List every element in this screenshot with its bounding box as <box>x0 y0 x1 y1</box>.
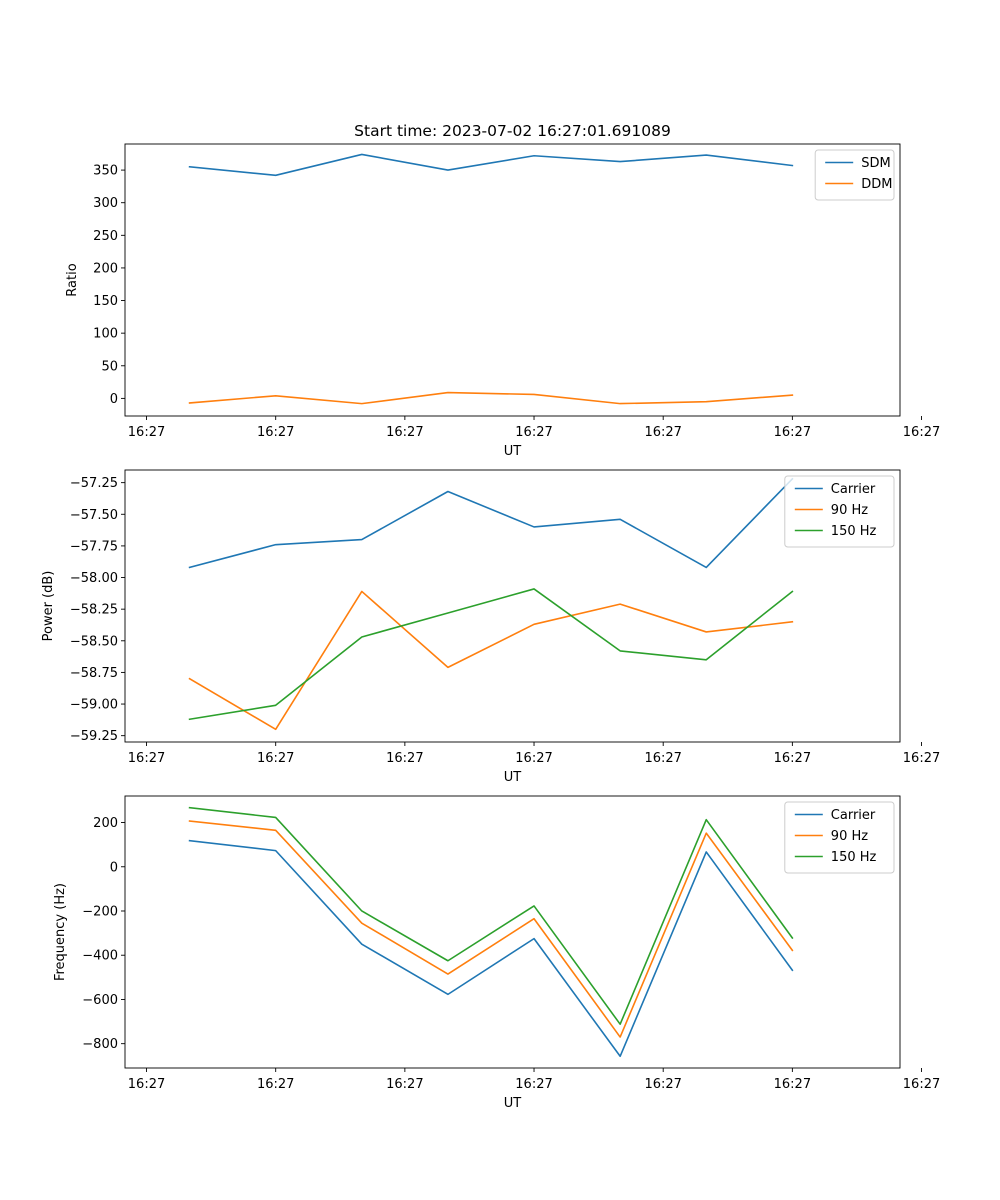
legend-label: Carrier <box>831 482 876 497</box>
y-tick-label: −200 <box>82 904 118 919</box>
legend-box <box>784 801 895 874</box>
axes-frame-frequency <box>124 795 901 1069</box>
y-tick-label: −58.50 <box>70 634 118 649</box>
x-tick-label: 16:27 <box>128 1077 165 1092</box>
x-tick-label: 16:27 <box>774 751 811 766</box>
x-axis-label: UT <box>504 1096 522 1111</box>
x-tick-label: 16:27 <box>774 1077 811 1092</box>
y-axis-label: Frequency (Hz) <box>53 883 68 981</box>
y-tick-label: −59.25 <box>70 729 118 744</box>
x-tick-label: 16:27 <box>128 425 165 440</box>
legend-box <box>784 475 895 548</box>
legend-label: 90 Hz <box>831 503 868 518</box>
y-tick-label: 150 <box>93 294 118 309</box>
y-tick-label: −600 <box>82 993 118 1008</box>
x-axis-label: UT <box>504 770 522 785</box>
legend-ratio: SDM DDM <box>814 149 895 201</box>
y-tick-label: 50 <box>101 359 118 374</box>
legend-power: Carrier 90 Hz 150 Hz <box>784 475 895 548</box>
y-tick-label: 350 <box>93 164 118 179</box>
x-tick-label: 16:27 <box>515 751 552 766</box>
y-tick-label: −57.25 <box>70 476 118 491</box>
series-line-frequency-1 <box>188 820 794 1038</box>
x-tick-label: 16:27 <box>903 425 940 440</box>
y-tick-label: −58.25 <box>70 603 118 618</box>
y-tick-label: −800 <box>82 1037 118 1052</box>
x-tick-label: 16:27 <box>644 751 681 766</box>
y-axis-label: Ratio <box>65 263 80 296</box>
y-tick-label: 100 <box>93 327 118 342</box>
x-tick-label: 16:27 <box>903 751 940 766</box>
x-tick-label: 16:27 <box>515 1077 552 1092</box>
y-tick-label: −59.00 <box>70 698 118 713</box>
y-tick-label: 300 <box>93 196 118 211</box>
series-line-ratio-0 <box>188 153 794 177</box>
series-line-power-2 <box>188 588 794 721</box>
y-tick-label: −57.75 <box>70 539 118 554</box>
chart-power: 16:27 16:27 16:27 16:27 16:27 16:27 16:27 −59.2… <box>41 469 940 785</box>
axes-frame-ratio <box>124 143 901 417</box>
legend-label: 150 Hz <box>831 524 877 539</box>
legend-frequency: Carrier 90 Hz 150 Hz <box>784 801 895 874</box>
x-tick-label: 16:27 <box>386 751 423 766</box>
x-tick-label: 16:27 <box>515 425 552 440</box>
chart-ratio: 16:27 16:27 16:27 16:27 16:27 16:27 16:27 0 50 10… <box>65 143 940 459</box>
x-tick-label: 16:27 <box>903 1077 940 1092</box>
y-tick-label: 200 <box>93 261 118 276</box>
x-tick-label: 16:27 <box>386 1077 423 1092</box>
x-tick-label: 16:27 <box>128 751 165 766</box>
legend-label: SDM <box>861 156 890 171</box>
axes-frame-power <box>124 469 901 743</box>
y-tick-label: −57.50 <box>70 508 118 523</box>
legend-label: 150 Hz <box>831 850 877 865</box>
legend-label: 90 Hz <box>831 829 868 844</box>
x-tick-label: 16:27 <box>257 425 294 440</box>
series-line-frequency-2 <box>188 806 794 1026</box>
chart-frequency: 16:27 16:27 16:27 16:27 16:27 16:27 16:27 −800 −… <box>53 795 940 1111</box>
legend-label: DDM <box>861 177 892 192</box>
x-tick-label: 16:27 <box>774 425 811 440</box>
x-tick-label: 16:27 <box>644 425 681 440</box>
x-tick-label: 16:27 <box>386 425 423 440</box>
chart-title: Start time: 2023-07-02 16:27:01.691089 <box>354 122 671 140</box>
y-tick-label: 0 <box>110 392 118 407</box>
legend-label: Carrier <box>831 808 876 823</box>
y-tick-label: −58.00 <box>70 571 118 586</box>
series-line-ratio-1 <box>188 391 794 405</box>
y-tick-label: −400 <box>82 949 118 964</box>
y-tick-label: 200 <box>93 816 118 831</box>
x-tick-label: 16:27 <box>257 1077 294 1092</box>
x-tick-label: 16:27 <box>644 1077 681 1092</box>
y-tick-label: 0 <box>110 860 118 875</box>
y-axis-label: Power (dB) <box>41 571 56 642</box>
x-tick-label: 16:27 <box>257 751 294 766</box>
series-line-power-1 <box>188 590 794 731</box>
x-axis-label: UT <box>504 444 522 459</box>
y-tick-label: −58.75 <box>70 666 118 681</box>
series-line-frequency-0 <box>188 839 794 1058</box>
series-line-power-0 <box>188 477 794 569</box>
y-tick-label: 250 <box>93 229 118 244</box>
